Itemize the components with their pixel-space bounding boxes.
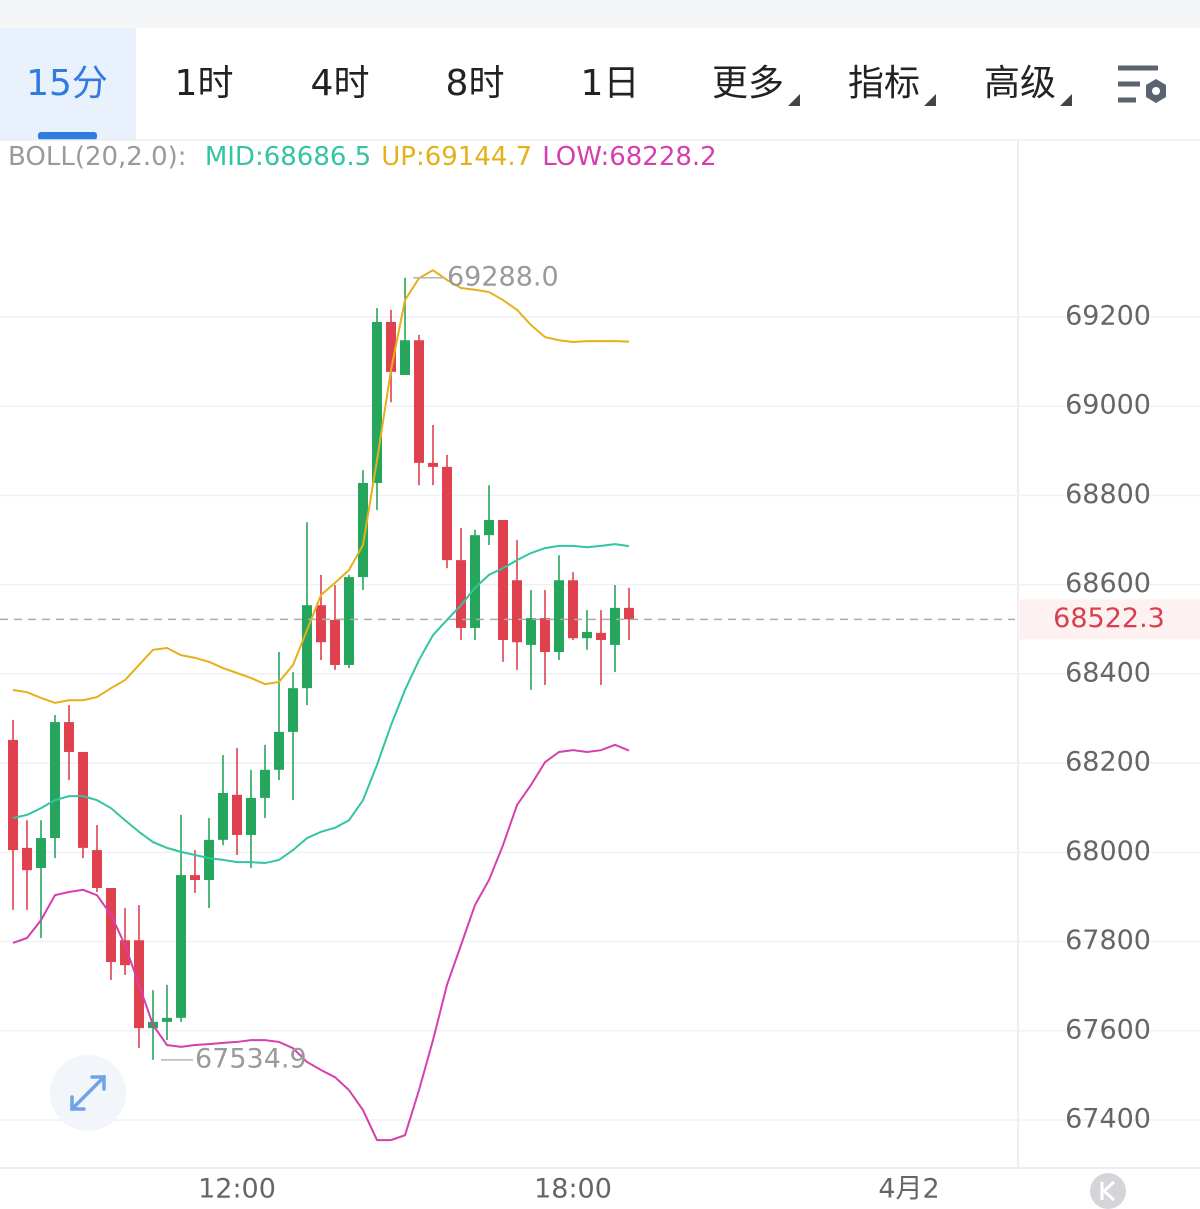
tab[interactable]: 1日 (580, 63, 640, 104)
x-tick-label: 18:00 (534, 1174, 612, 1205)
y-tick-label: 69200 (1065, 301, 1151, 332)
y-tick-label: 68800 (1065, 479, 1151, 510)
candle-body (414, 340, 424, 463)
candle-body (372, 321, 382, 483)
indicator-legend: BOLL(20,2.0): MID:68686.5 UP:69144.7 LOW:6… (8, 142, 727, 172)
indicator-label: BOLL(20,2.0): (8, 142, 187, 172)
tab[interactable]: 高级 (984, 28, 1073, 140)
k-button[interactable] (1090, 1173, 1126, 1209)
legend-entry: UP:69144.7 (381, 142, 533, 172)
band-line (12, 743, 630, 1142)
y-tick-label: 69000 (1065, 390, 1151, 421)
y-tick-label: 68200 (1065, 747, 1151, 778)
candle-body (246, 797, 256, 835)
dropdown-caret (1060, 94, 1073, 106)
candle-body (498, 519, 508, 640)
active-tab-indicator (38, 132, 97, 140)
candle-body (582, 631, 592, 639)
candle-body (218, 793, 228, 840)
candle-body (92, 850, 102, 889)
candle-body (428, 462, 438, 467)
candle-body (470, 535, 480, 628)
y-tick-label: 68400 (1065, 657, 1151, 688)
grid: 67400 67600 67800 68000 68200 68400 68600 68800… (0, 301, 1200, 1205)
x-tick-label: 4月2 (878, 1174, 939, 1205)
legend-entry: LOW:68228.2 (542, 142, 717, 172)
candle-body (232, 794, 242, 835)
tab[interactable]: 1时 (174, 63, 234, 104)
y-tick-label: 67600 (1065, 1014, 1151, 1045)
candle-body (190, 875, 200, 880)
tab[interactable]: 4时 (310, 63, 370, 104)
candle-body (484, 519, 494, 536)
last-price-box (1018, 599, 1200, 640)
candle-body (526, 618, 536, 645)
candle-body (260, 769, 270, 798)
legend-entry: MID:68686.5 (204, 142, 372, 172)
candle-body (540, 618, 550, 653)
extreme-label: 67534.9 (195, 1043, 307, 1074)
candle-body (512, 580, 522, 643)
y-tick-label: 68600 (1065, 568, 1151, 599)
candle-body (456, 560, 466, 628)
tab[interactable]: 更多 (712, 28, 801, 140)
candle-body (8, 739, 18, 851)
candle-body (106, 888, 116, 963)
candle-body (162, 1017, 172, 1022)
band-line (12, 543, 630, 865)
candle-body (568, 580, 578, 639)
candle-body (330, 619, 340, 665)
candle-body (610, 607, 620, 645)
candle-body (36, 838, 46, 868)
candle-body (50, 722, 60, 839)
candle-body (344, 577, 354, 665)
expand-button[interactable] (50, 1055, 126, 1131)
candle-body (274, 731, 284, 770)
candle-body (624, 607, 634, 620)
y-tick-label: 67800 (1065, 925, 1151, 956)
candle-body (78, 751, 88, 848)
y-tick-label: 67400 (1065, 1103, 1151, 1134)
candle-body (302, 605, 312, 689)
candle-body (442, 466, 452, 561)
timeframe-tabs: 15分 1时 4时 8时 1日 更多 指标 高级 (0, 28, 1100, 140)
tab[interactable]: 15分 (26, 63, 108, 104)
candle-body (596, 632, 606, 640)
y-tick-label: 68000 (1065, 836, 1151, 867)
status-strip (0, 0, 1200, 28)
candle-body (288, 688, 298, 732)
last-price-label: 68522.3 (1053, 603, 1165, 634)
plot: 69288.0 67534.9 68522.3 (0, 261, 1200, 1142)
dropdown-caret (788, 94, 801, 106)
band-line (12, 268, 630, 704)
settings-icon[interactable] (1118, 65, 1166, 103)
candle-body (176, 875, 186, 1018)
candle-body (22, 847, 32, 871)
candle-body (316, 605, 326, 643)
extreme-label: 69288.0 (447, 261, 559, 292)
x-tick-label: 12:00 (198, 1174, 276, 1205)
candle-body (554, 580, 564, 653)
candle-body (64, 722, 74, 752)
active-tab-bg (0, 28, 136, 140)
tab[interactable]: 指标 (848, 28, 937, 140)
candle-body (120, 940, 130, 966)
candle-body (386, 321, 396, 372)
candle-body (400, 340, 410, 376)
dropdown-caret (924, 94, 937, 106)
candle-body (204, 839, 214, 880)
candle-body (358, 482, 368, 578)
tab[interactable]: 8时 (445, 63, 505, 104)
